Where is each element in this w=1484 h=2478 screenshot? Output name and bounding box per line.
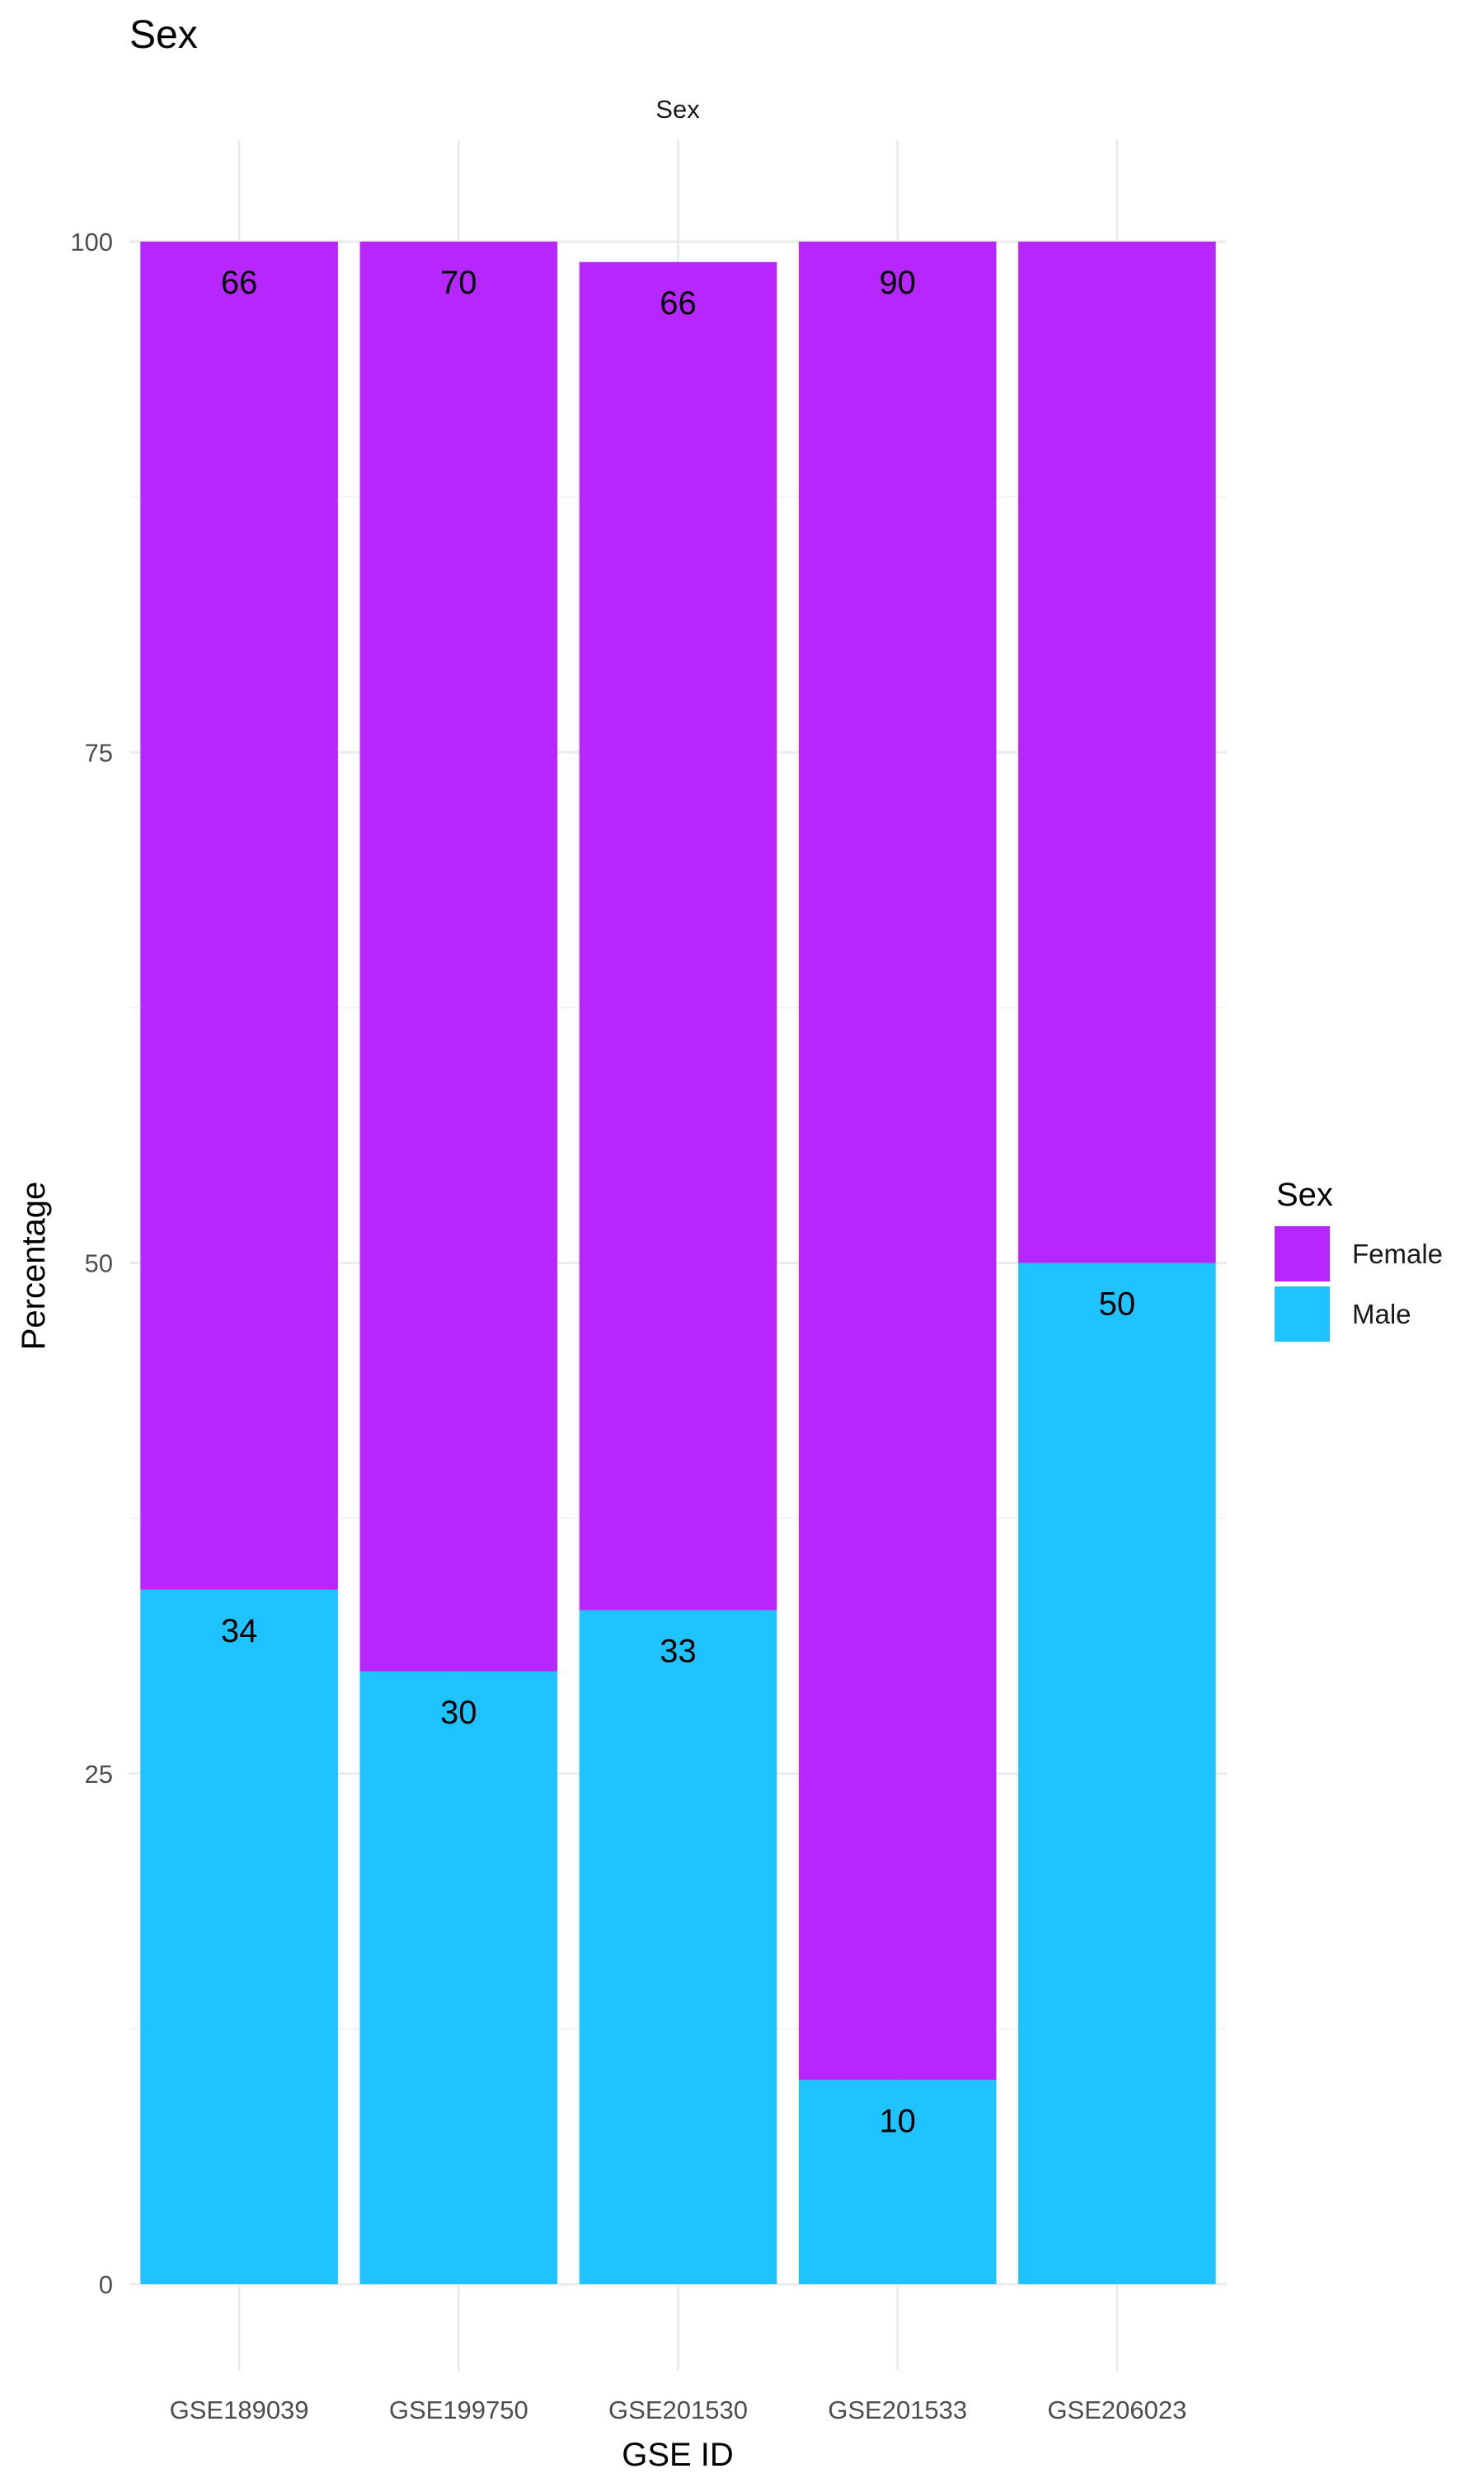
y-tick-label: 75	[85, 738, 113, 767]
y-tick-label: 50	[85, 1249, 113, 1278]
data-label: 10	[879, 2103, 916, 2139]
legend-swatch-male	[1275, 1286, 1330, 1342]
chart-title: Sex	[129, 13, 198, 57]
data-label: 34	[221, 1613, 258, 1649]
legend-title: Sex	[1276, 1177, 1333, 1213]
data-label: 70	[440, 265, 477, 301]
bar-segment-male	[140, 1589, 338, 2284]
bar-segment-female	[1018, 242, 1216, 1263]
data-label: 33	[660, 1634, 697, 1670]
x-tick-label: GSE201530	[608, 2396, 748, 2424]
legend-label-female: Female	[1352, 1239, 1443, 1269]
bar-segment-female	[359, 242, 558, 1672]
data-label: 90	[879, 265, 916, 301]
bar-segment-male	[579, 1610, 777, 2284]
bar-segment-female	[140, 242, 338, 1590]
x-tick-label: GSE201533	[828, 2396, 967, 2424]
y-tick-label: 25	[85, 1760, 113, 1789]
bar-segment-male	[1018, 1263, 1216, 2284]
axes-layer: Sex Sex GSE ID Percentage 0 25 50 75 100 GSE1…	[16, 13, 1186, 2473]
y-tick-label: 0	[99, 2270, 113, 2299]
y-axis-title: Percentage	[16, 1182, 52, 1351]
legend: Sex Female Male	[1275, 1177, 1443, 1342]
bars-layer	[140, 242, 1216, 2284]
bar-segment-female	[579, 261, 777, 1610]
bar-segment-male	[798, 2080, 997, 2284]
bar-segment-female	[798, 242, 997, 2081]
data-labels-layer: 34 30 33 10 50 66 70 66 90	[221, 265, 1135, 2139]
facet-strip-label: Sex	[655, 95, 700, 124]
x-tick-label: GSE206023	[1047, 2396, 1186, 2424]
data-label: 50	[1099, 1286, 1136, 1323]
legend-label-male: Male	[1352, 1299, 1411, 1329]
bar-segment-male	[359, 1671, 558, 2284]
x-axis-title: GSE ID	[622, 2437, 734, 2473]
data-label: 66	[221, 265, 258, 301]
data-label: 66	[660, 285, 697, 322]
x-tick-label: GSE189039	[170, 2396, 309, 2424]
y-tick-label: 100	[70, 228, 113, 256]
x-tick-label: GSE199750	[389, 2396, 528, 2424]
data-label: 30	[440, 1695, 477, 1731]
legend-swatch-female	[1275, 1226, 1330, 1281]
